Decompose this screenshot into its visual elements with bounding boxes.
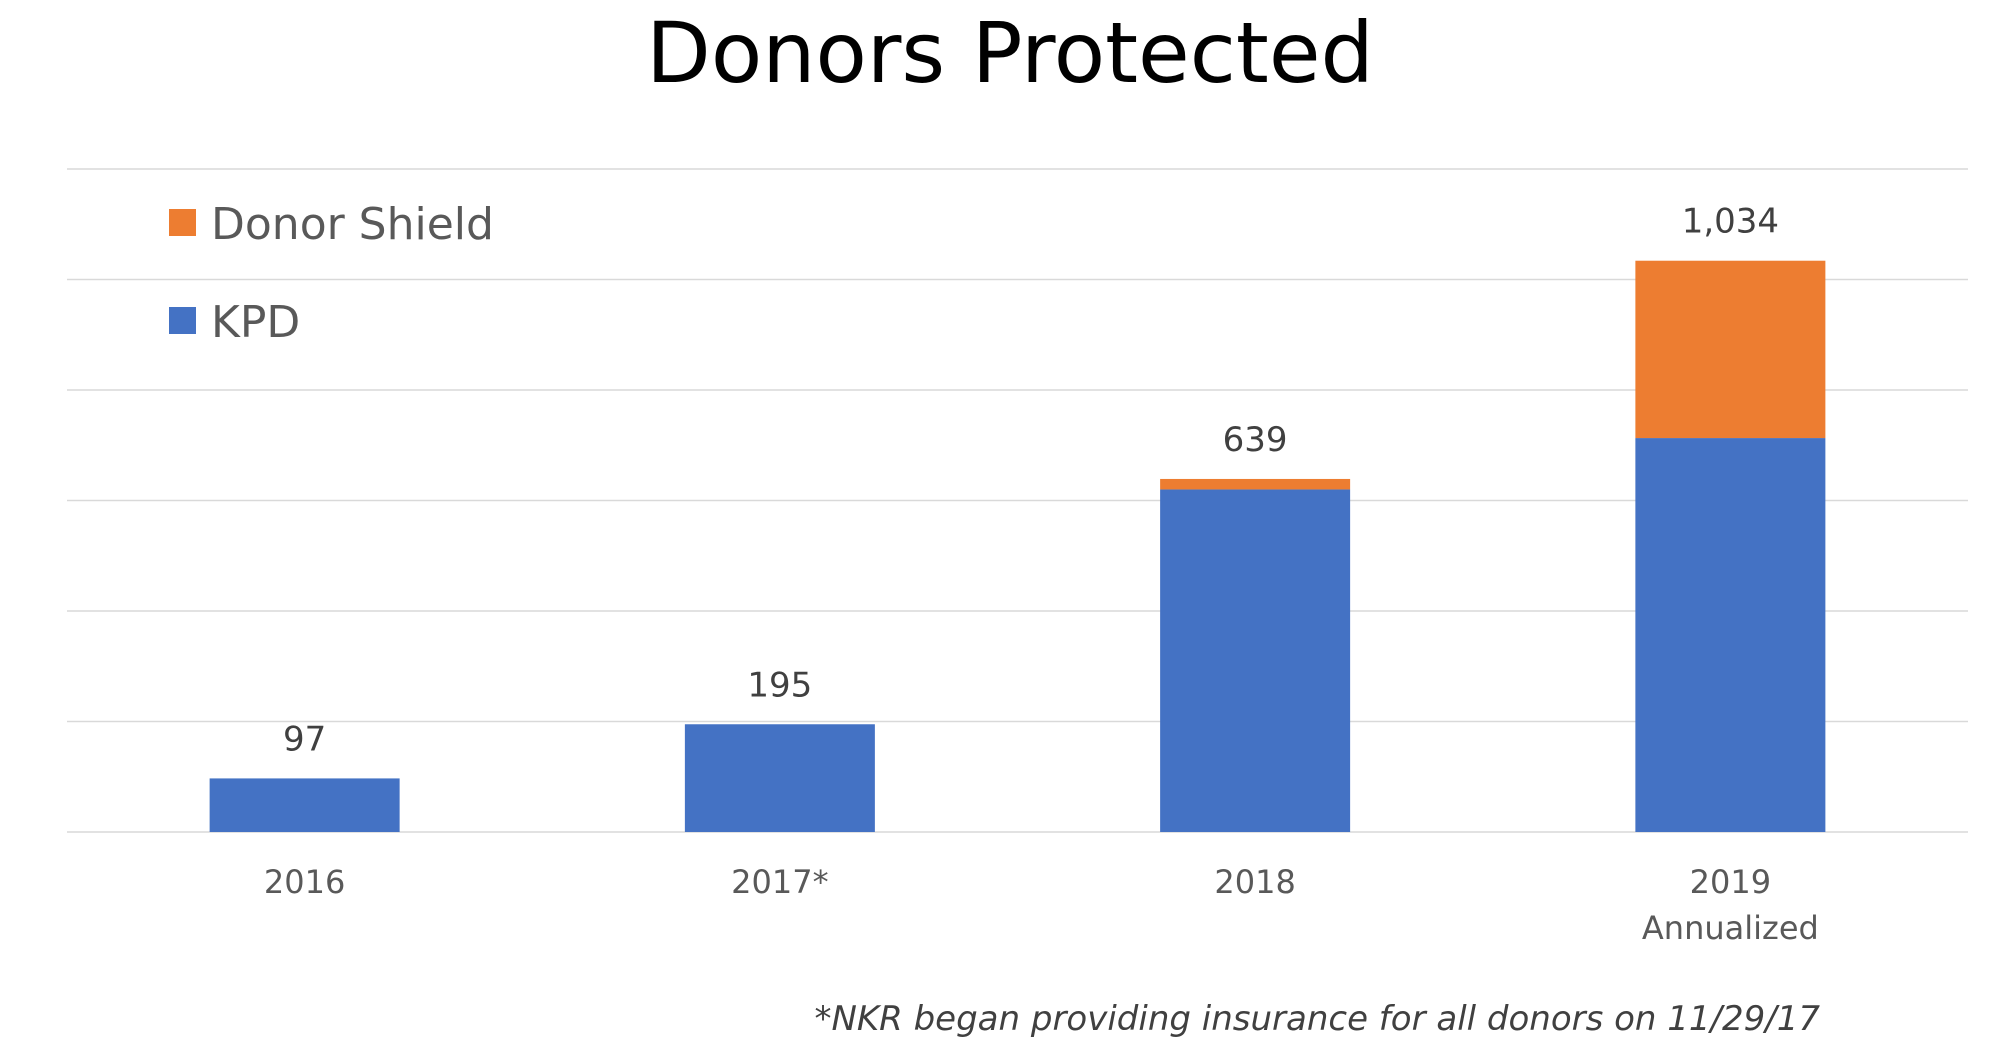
bar-donor-shield [1160,478,1351,490]
bar-kpd [684,724,875,832]
bar-kpd [1160,489,1351,832]
category-label: 2016 [264,863,345,901]
footnote: *NKR began providing insurance for all d… [814,999,1820,1039]
category-labels: 2016 2017* 2018 2019 Annualized [264,863,1819,947]
category-label: 2017* [731,863,828,901]
total-label: 639 [1223,420,1288,460]
category-label: 2018 [1214,863,1295,901]
total-label: 1,034 [1682,202,1779,242]
bar-kpd [209,778,400,832]
bar-kpd [1635,438,1826,832]
bar-donor-shield [1635,260,1826,439]
total-labels: 97 195 639 1,034 [283,202,1779,760]
legend: Donor Shield KPD [169,199,494,348]
legend-label: Donor Shield [211,199,494,250]
chart-title: Donors Protected [646,4,1374,102]
legend-label: KPD [211,297,300,348]
bars [209,260,1826,832]
legend-swatch [169,209,196,236]
category-label: 2019 Annualized [1642,863,1819,947]
legend-swatch [169,307,196,334]
total-label: 195 [747,665,812,705]
total-label: 97 [283,719,326,759]
gridlines [67,168,1968,833]
